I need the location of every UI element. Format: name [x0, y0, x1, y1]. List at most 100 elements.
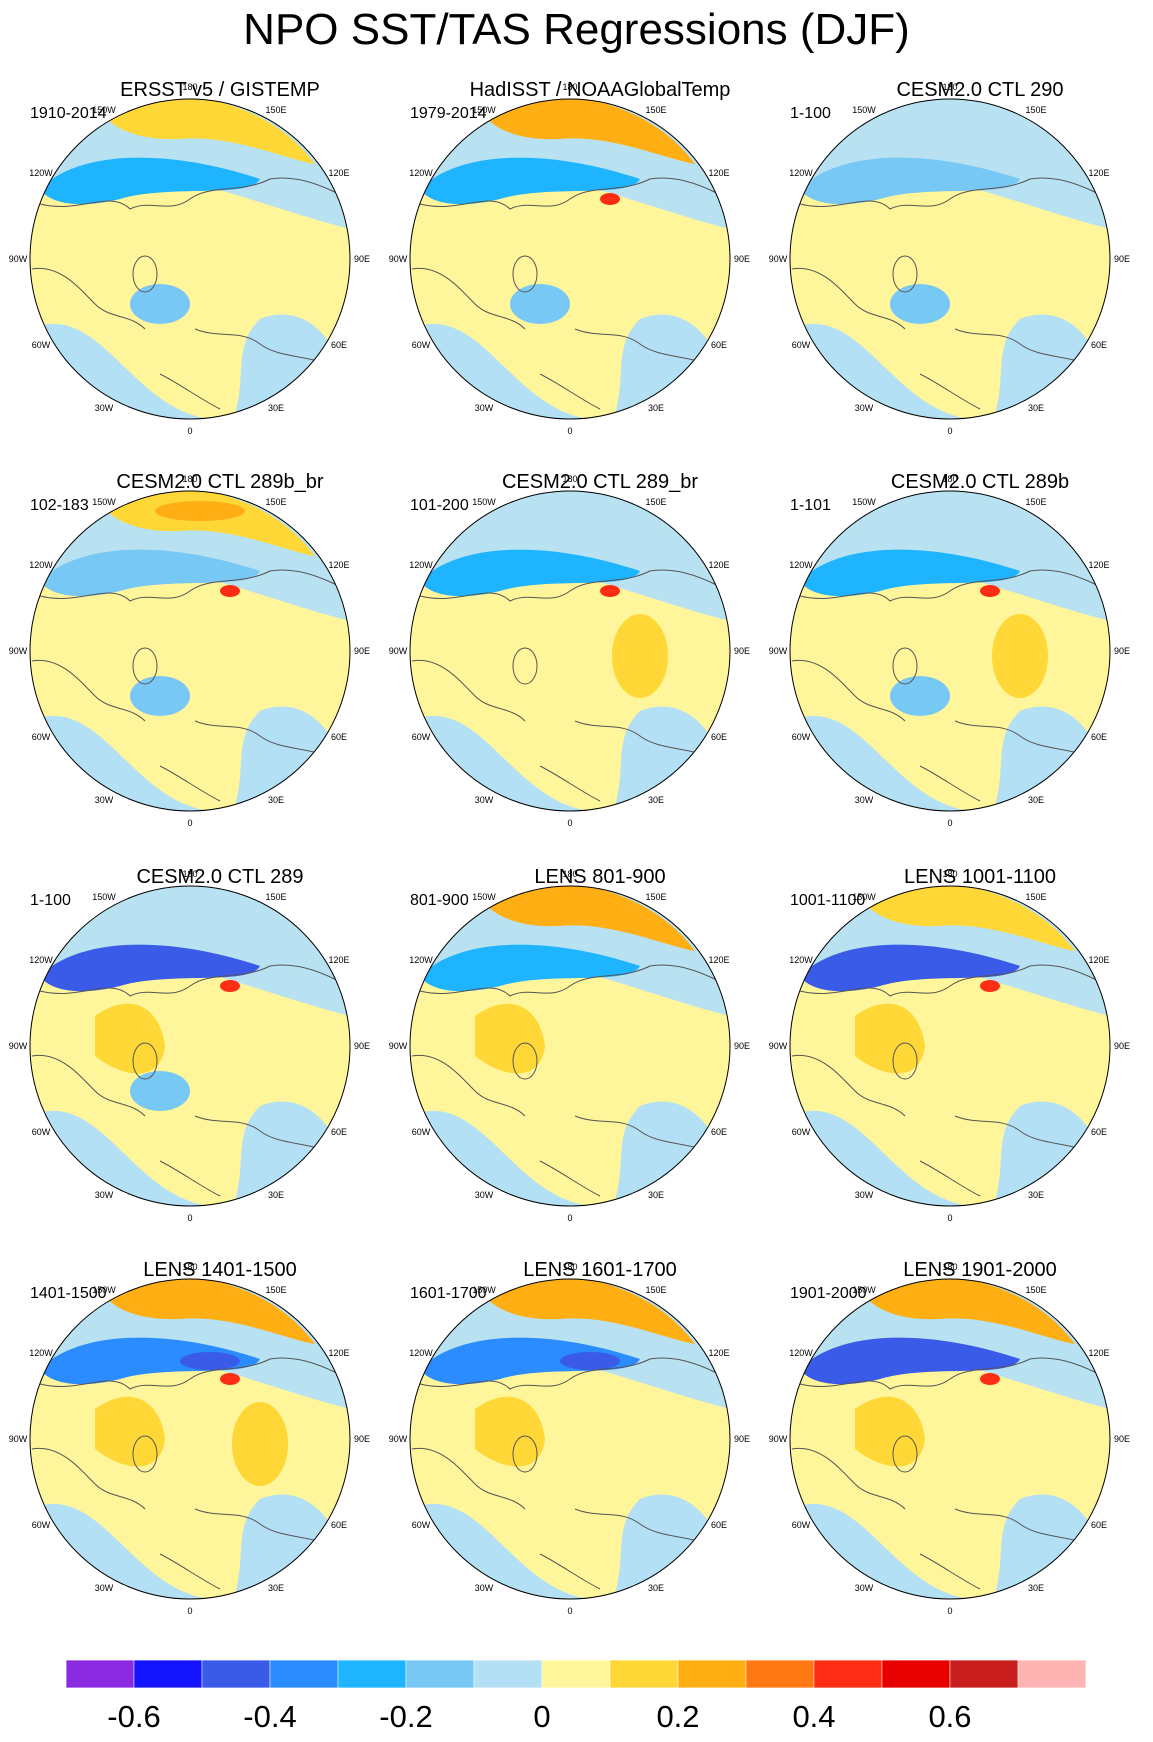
north-america-warm [95, 1396, 165, 1467]
longitude-label: 120E [708, 168, 729, 178]
colorbar-swatch [201, 1660, 271, 1689]
longitude-label: 90W [389, 1041, 408, 1051]
longitude-label: 150E [1025, 892, 1046, 902]
longitude-label: 60E [1091, 732, 1107, 742]
panel-period: 1-100 [790, 105, 831, 122]
longitude-label: 30E [1028, 795, 1044, 805]
polar-map: 180 150E 120E 90E 60E 30E 0 30W 60W 90W 120W 150W [769, 1262, 1130, 1616]
longitude-label: 180 [942, 82, 957, 92]
coastline [31, 964, 349, 1197]
panel-period: 1401-1500 [30, 1285, 107, 1302]
siberia-warm [992, 614, 1048, 698]
longitude-label: 90E [1114, 1434, 1130, 1444]
colorbar-swatch [677, 1660, 747, 1689]
longitude-label: 150W [472, 1285, 496, 1295]
longitude-label: 60E [331, 732, 347, 742]
coastline [791, 177, 1109, 410]
map-panel: CESM2.0 CTL 289b_br 180 150E 120E 90E 60E 30E 0… [9, 470, 410, 865]
colorbar-swatch [133, 1660, 203, 1689]
colorbar-swatch [473, 1660, 543, 1689]
north-america-warm [475, 216, 545, 287]
pacific-cold-anomaly [800, 157, 1020, 205]
map-panel: LENS 1901-2000 180 150E 120E 90E 60E 30E 0 30W 60… [769, 1258, 1153, 1653]
main-title: NPO SST/TAS Regressions (DJF) [243, 5, 910, 54]
colorbar-tick-label: 0.4 [792, 1699, 835, 1734]
longitude-label: 90W [769, 646, 788, 656]
bering-hotspot [220, 585, 240, 597]
longitude-label: 30W [475, 1190, 494, 1200]
longitude-label: 120W [409, 560, 433, 570]
longitude-label: 120W [29, 560, 53, 570]
colorbar-tick-label: -0.4 [243, 1699, 296, 1734]
north-america-warm [475, 608, 545, 679]
north-america-warm [475, 1396, 545, 1467]
longitude-label: 180 [942, 474, 957, 484]
pacific-cold-anomaly [800, 944, 1020, 992]
longitude-label: 90E [354, 1041, 370, 1051]
longitude-label: 120W [789, 168, 813, 178]
bering-hotspot [600, 193, 620, 205]
longitude-label: 30E [1028, 403, 1044, 413]
longitude-label: 150W [92, 497, 116, 507]
colorbar-swatch [541, 1660, 611, 1689]
longitude-label: 120W [409, 1348, 433, 1358]
greenland-outline [132, 1042, 158, 1080]
pacific-warm-core [535, 109, 625, 129]
panel-title: LENS 1001-1100 [904, 866, 1056, 888]
pacific-cold-anomaly [420, 549, 640, 597]
map-panel: CESM2.0 CTL 290 180 150E 120E 90E 60E 30E 0 30W 6… [769, 78, 1153, 473]
longitude-label: 90E [1114, 1041, 1130, 1051]
map-border [29, 1278, 351, 1600]
colorbar-tick-label: 0.6 [928, 1699, 971, 1734]
longitude-label: 30W [95, 795, 114, 805]
longitude-label: 0 [567, 1213, 572, 1223]
longitude-label: 0 [187, 426, 192, 436]
longitude-label: 90E [1114, 646, 1130, 656]
pacific-warm-anomaly [480, 886, 695, 951]
longitude-label: 30E [1028, 1190, 1044, 1200]
pacific-warm-anomaly [100, 1279, 315, 1344]
map-border [409, 1278, 731, 1600]
greenland-outline [132, 255, 158, 293]
colorbar-swatch [65, 1660, 135, 1689]
panel-period: 1-101 [790, 497, 831, 514]
pacific-warm-core [915, 1289, 1005, 1309]
longitude-label: 60W [412, 1520, 431, 1530]
longitude-label: 90W [9, 1434, 28, 1444]
map-panel: CESM2.0 CTL 289b 180 150E 120E 90E 60E 30E 0 30W… [769, 470, 1153, 865]
longitude-label: 180 [942, 869, 957, 879]
panel-title: LENS 1601-1700 [523, 1259, 677, 1281]
map-panel: HadISST / NOAAGlobalTemp 180 150E 120E 90E 60… [389, 78, 790, 473]
longitude-label: 30W [855, 1583, 874, 1593]
longitude-label: 30W [475, 1583, 494, 1593]
longitude-label: 180 [182, 82, 197, 92]
longitude-label: 30E [268, 795, 284, 805]
panel-period: 102-183 [30, 497, 89, 514]
atlantic-cold [130, 676, 190, 716]
longitude-label: 90W [769, 1041, 788, 1051]
longitude-label: 120E [328, 1348, 349, 1358]
colorbar-swatch [813, 1660, 883, 1689]
atlantic-cold [510, 284, 570, 324]
pacific-warm-anomaly [100, 491, 315, 556]
bering-hotspot [980, 980, 1000, 992]
siberia-warm [232, 1402, 288, 1486]
longitude-label: 150E [1025, 1285, 1046, 1295]
longitude-label: 0 [947, 1213, 952, 1223]
pacific-warm-core [155, 1289, 245, 1309]
north-america-warm [95, 216, 165, 287]
map-panel: CESM2.0 CTL 289 180 150E 120E 90E 60E 30E 0 30W 6… [9, 865, 410, 1260]
longitude-label: 0 [567, 818, 572, 828]
longitude-label: 30W [95, 403, 114, 413]
pacific-cold-core [940, 1352, 1000, 1370]
longitude-label: 30E [1028, 1583, 1044, 1593]
panel-period: 101-200 [410, 497, 469, 514]
longitude-label: 120E [1088, 955, 1109, 965]
longitude-label: 90W [389, 646, 408, 656]
coastline [411, 177, 729, 410]
pacific-cold-anomaly [420, 1337, 640, 1385]
longitude-label: 60W [792, 1127, 811, 1137]
polar-map: 180 150E 120E 90E 60E 30E 0 30W 60W 90W 120W 150W [9, 474, 370, 828]
coastline [791, 964, 1109, 1197]
longitude-label: 90E [1114, 254, 1130, 264]
